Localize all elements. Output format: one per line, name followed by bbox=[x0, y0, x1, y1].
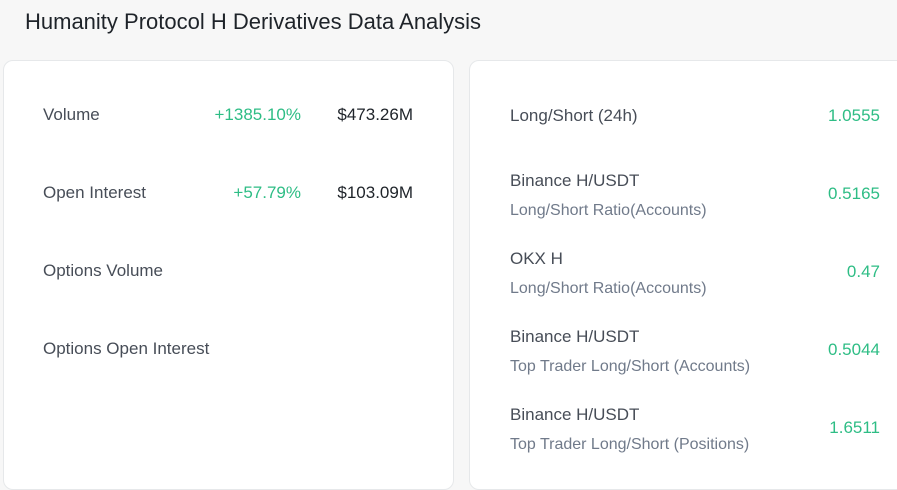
open-interest-change: +57.79% bbox=[233, 183, 301, 202]
open-interest-row: Open Interest +57.79% $103.09M bbox=[4, 163, 453, 223]
binance-accounts-ratio-row: Binance H/USDT Long/Short Ratio(Accounts… bbox=[470, 162, 897, 226]
binance-accounts-value: 0.5165 bbox=[828, 184, 880, 203]
binance-top-trader-positions-metric: Top Trader Long/Short (Positions) bbox=[510, 436, 750, 453]
options-open-interest-row: Options Open Interest bbox=[4, 319, 453, 379]
binance-top-trader-positions-pair: Binance H/USDT bbox=[510, 405, 640, 424]
volume-value: $473.26M bbox=[337, 105, 413, 124]
volume-label: Volume bbox=[43, 105, 100, 124]
market-overview-card: Volume +1385.10% $473.26M Open Interest … bbox=[3, 60, 454, 490]
binance-accounts-metric: Long/Short Ratio(Accounts) bbox=[510, 202, 707, 219]
long-short-24h-label: Long/Short (24h) bbox=[510, 106, 638, 125]
open-interest-label: Open Interest bbox=[43, 183, 147, 202]
options-volume-label: Options Volume bbox=[43, 261, 164, 280]
options-volume-row: Options Volume bbox=[4, 241, 453, 301]
long-short-24h-value: 1.0555 bbox=[828, 106, 880, 125]
binance-top-trader-accounts-metric: Top Trader Long/Short (Accounts) bbox=[510, 358, 751, 375]
binance-top-trader-positions-value: 1.6511 bbox=[829, 418, 880, 437]
binance-top-trader-positions-row: Binance H/USDT Top Trader Long/Short (Po… bbox=[470, 396, 897, 460]
binance-top-trader-accounts-value: 0.5044 bbox=[828, 340, 880, 359]
volume-row: Volume +1385.10% $473.26M bbox=[4, 85, 453, 145]
binance-top-trader-accounts-pair: Binance H/USDT bbox=[510, 327, 640, 346]
okx-accounts-value: 0.47 bbox=[846, 262, 880, 281]
options-open-interest-label: Options Open Interest bbox=[43, 339, 210, 358]
long-short-24h-row: Long/Short (24h) 1.0555 bbox=[470, 84, 897, 148]
volume-change: +1385.10% bbox=[214, 105, 302, 124]
okx-accounts-ratio-row: OKX H Long/Short Ratio(Accounts) 0.47 bbox=[470, 240, 897, 304]
binance-top-trader-accounts-row: Binance H/USDT Top Trader Long/Short (Ac… bbox=[470, 318, 897, 382]
okx-accounts-metric: Long/Short Ratio(Accounts) bbox=[510, 280, 707, 297]
long-short-ratio-card: Long/Short (24h) 1.0555 Binance H/USDT L… bbox=[469, 60, 897, 490]
binance-accounts-pair: Binance H/USDT bbox=[510, 171, 640, 190]
open-interest-value: $103.09M bbox=[337, 183, 413, 202]
okx-accounts-pair: OKX H bbox=[510, 249, 563, 268]
page-title: Humanity Protocol H Derivatives Data Ana… bbox=[25, 9, 482, 34]
